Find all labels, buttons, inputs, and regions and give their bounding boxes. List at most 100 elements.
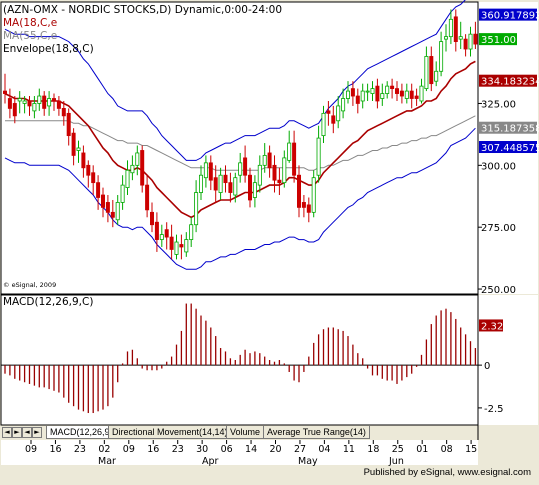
candle <box>159 224 164 247</box>
price-tag-ema18-label: 334.183234 <box>481 77 539 88</box>
price-tag-ema55-label: 315.187358 <box>481 124 539 135</box>
candle <box>120 175 125 210</box>
candle-body <box>257 164 262 186</box>
candle-body <box>174 241 179 255</box>
price-tag-last-label: 351.00 <box>481 35 516 46</box>
candle <box>218 167 223 200</box>
candle-body <box>385 85 390 94</box>
candle <box>135 145 140 176</box>
candle-body <box>458 36 463 40</box>
candle-body <box>370 88 375 94</box>
price-tag-envelope-upper-label: 360.917892 <box>481 11 539 22</box>
candle-body <box>267 152 272 169</box>
candle <box>468 26 473 57</box>
candle-body <box>81 152 86 169</box>
ema18-line <box>4 60 476 219</box>
candle-body <box>414 95 419 99</box>
candle-body <box>194 192 199 226</box>
candle-body <box>238 162 243 176</box>
candle <box>414 88 419 106</box>
candle <box>169 224 174 260</box>
candle-body <box>218 174 223 193</box>
time-tick-08: 08 <box>441 444 453 455</box>
candle-body <box>296 174 301 208</box>
tab-scroll-right-button[interactable]: ◄ <box>22 427 32 438</box>
candle-body <box>140 150 145 186</box>
candle <box>17 91 22 114</box>
time-tick-18: 18 <box>367 444 379 455</box>
macd-panel[interactable] <box>0 294 479 426</box>
candle <box>115 195 120 225</box>
candle <box>247 167 252 208</box>
candle <box>228 172 233 203</box>
tab-scroll-first-button[interactable]: ◄ <box>2 427 12 438</box>
candle-body <box>12 103 17 117</box>
candle-body <box>47 98 52 107</box>
candle-body <box>37 95 42 104</box>
candle-body <box>365 90 370 93</box>
candle <box>439 31 444 77</box>
candle <box>140 145 145 193</box>
price-tag-envelope-lower <box>479 141 537 154</box>
time-tick-16: 16 <box>49 444 61 455</box>
candle-body <box>203 162 208 179</box>
candle-body <box>208 162 213 181</box>
candle-body <box>380 93 385 99</box>
candle <box>448 9 453 45</box>
candle <box>360 83 365 109</box>
candle-body <box>439 41 444 72</box>
candle-body <box>341 98 346 112</box>
candle <box>208 155 213 191</box>
candle <box>179 234 184 260</box>
tab-scroll-last-button[interactable]: ► <box>32 427 42 438</box>
candle <box>22 96 27 114</box>
time-tick-20: 20 <box>270 444 282 455</box>
candle <box>76 140 81 163</box>
macd-value-tag-label: 2.32 <box>481 321 503 332</box>
candle-body <box>32 103 37 112</box>
candle <box>91 165 96 196</box>
time-tick-27: 27 <box>294 444 306 455</box>
candle <box>409 83 414 109</box>
candle-body <box>66 112 71 137</box>
time-tick-06: 06 <box>221 444 233 455</box>
time-month-mar: Mar <box>98 456 116 467</box>
time-axis <box>1 440 478 465</box>
macd-tick-neg2-5: -2.5 <box>484 404 504 415</box>
copyright-label: © eSignal, 2009 <box>3 281 56 289</box>
candle-body <box>287 142 292 161</box>
price-tag-ema55 <box>479 121 537 134</box>
time-tick-09: 09 <box>25 444 37 455</box>
time-tick-25: 25 <box>392 444 404 455</box>
tab-scroll-left-button[interactable]: ► <box>12 427 22 438</box>
candle-body <box>434 70 439 82</box>
candle <box>12 96 17 124</box>
candle <box>101 187 106 218</box>
candle <box>394 81 399 101</box>
candle-body <box>27 100 32 107</box>
tab-average-true-range[interactable]: Average True Range(14) <box>263 426 370 439</box>
time-month-apr: Apr <box>202 456 219 467</box>
time-month-may: May <box>298 456 318 467</box>
tab-directional-movement[interactable]: Directional Movement(14,14) <box>108 426 232 439</box>
candle <box>262 143 267 173</box>
candle <box>458 21 463 50</box>
candle-body <box>336 105 341 122</box>
time-tick-23: 23 <box>172 444 184 455</box>
candle-body <box>252 182 257 198</box>
candle-body <box>409 90 414 99</box>
candle-body <box>169 236 174 250</box>
candle <box>130 155 135 181</box>
candle-body <box>404 90 409 99</box>
legend-ema18: MA(18,C,e <box>3 17 57 29</box>
price-tick-325: 325.00 <box>481 99 516 110</box>
time-tick-15: 15 <box>465 444 477 455</box>
candle <box>336 96 341 129</box>
candle <box>277 167 282 196</box>
candle <box>282 150 287 188</box>
tab-volume[interactable]: Volume <box>226 426 265 439</box>
candle <box>257 155 262 193</box>
candle <box>71 128 76 166</box>
candle <box>194 180 199 233</box>
candle-body <box>394 88 399 94</box>
